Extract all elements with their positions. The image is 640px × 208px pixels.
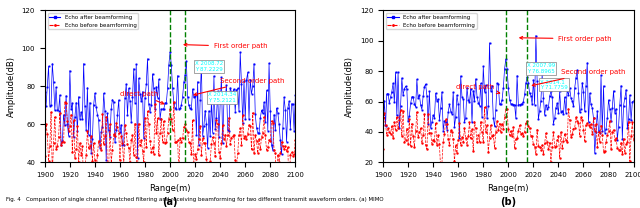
Legend: Echo after beamforming, Echo before beamforming: Echo after beamforming, Echo before beam… [386, 13, 477, 29]
Line: Echo after beamforming: Echo after beamforming [382, 35, 634, 154]
Text: (a): (a) [163, 197, 178, 207]
Echo before beamforming [146, 140, 154, 142]
Echo before beamforming [271, 152, 279, 155]
Echo before beamforming [170, 100, 178, 103]
Text: direct path: direct path [120, 91, 164, 104]
Echo before beamforming [402, 139, 410, 141]
Echo after beamforming [484, 104, 492, 107]
Echo before beamforming [487, 124, 495, 127]
Echo after beamforming [380, 123, 387, 126]
Text: Second order path: Second order path [532, 69, 625, 86]
Text: X 2007.99
Y 76.8965: X 2007.99 Y 76.8965 [527, 63, 556, 74]
Echo after beamforming [630, 100, 637, 102]
Text: (b): (b) [500, 197, 516, 207]
Legend: Echo after beamforming, Echo before beamforming: Echo after beamforming, Echo before beam… [47, 13, 138, 29]
Echo after beamforming [380, 99, 388, 102]
Y-axis label: Amplitude(dB): Amplitude(dB) [7, 56, 16, 117]
Echo after beamforming [134, 157, 141, 159]
Echo after beamforming [402, 85, 410, 88]
Echo after beamforming [42, 104, 50, 107]
Echo after beamforming [470, 99, 478, 102]
Echo after beamforming [147, 104, 155, 106]
Text: Fig. 4   Comparison of single channel matched filtering and receiving beamformin: Fig. 4 Comparison of single channel matc… [6, 197, 384, 202]
Y-axis label: Amplitude(dB): Amplitude(dB) [345, 56, 355, 117]
Echo before beamforming [437, 168, 445, 171]
Echo before beamforming [517, 133, 525, 136]
Echo before beamforming [630, 139, 637, 142]
Text: First order path: First order path [520, 36, 612, 42]
Text: X 2008.72
Y 87.2229: X 2008.72 Y 87.2229 [195, 61, 223, 72]
Echo after beamforming [611, 111, 619, 114]
Echo before beamforming [291, 139, 299, 141]
X-axis label: Range(m): Range(m) [488, 183, 529, 193]
Text: X 2014.34
Y 75.2121: X 2014.34 Y 75.2121 [207, 92, 236, 103]
Echo after beamforming [515, 103, 522, 106]
Text: First order path: First order path [184, 43, 268, 49]
Echo before beamforming [177, 141, 185, 144]
Echo after beamforming [532, 34, 540, 37]
Echo before beamforming [481, 106, 488, 109]
Echo after beamforming [166, 51, 174, 53]
Echo before beamforming [472, 127, 479, 130]
Echo after beamforming [273, 107, 280, 109]
Echo after beamforming [41, 91, 49, 93]
Echo before beamforming [611, 139, 619, 141]
Echo before beamforming [285, 198, 293, 201]
Echo after beamforming [291, 94, 299, 97]
Text: Second order path: Second order path [194, 78, 285, 95]
Echo before beamforming [380, 111, 388, 114]
Line: Echo after beamforming: Echo after beamforming [44, 51, 296, 160]
Echo before beamforming [41, 155, 49, 157]
Echo after beamforming [591, 152, 598, 154]
Echo after beamforming [179, 95, 186, 98]
Echo before beamforming [132, 156, 140, 159]
X-axis label: Range(m): Range(m) [149, 183, 191, 193]
Line: Echo before beamforming: Echo before beamforming [44, 101, 296, 200]
Echo before beamforming [63, 120, 71, 122]
Text: direct path: direct path [456, 84, 500, 94]
Echo after beamforming [102, 158, 110, 161]
Echo before beamforming [42, 123, 50, 125]
Echo after beamforming [63, 123, 71, 125]
Text: X 2014.1
Y 71.7759: X 2014.1 Y 71.7759 [540, 79, 568, 90]
Echo before beamforming [380, 148, 387, 150]
Line: Echo before beamforming: Echo before beamforming [382, 106, 635, 170]
